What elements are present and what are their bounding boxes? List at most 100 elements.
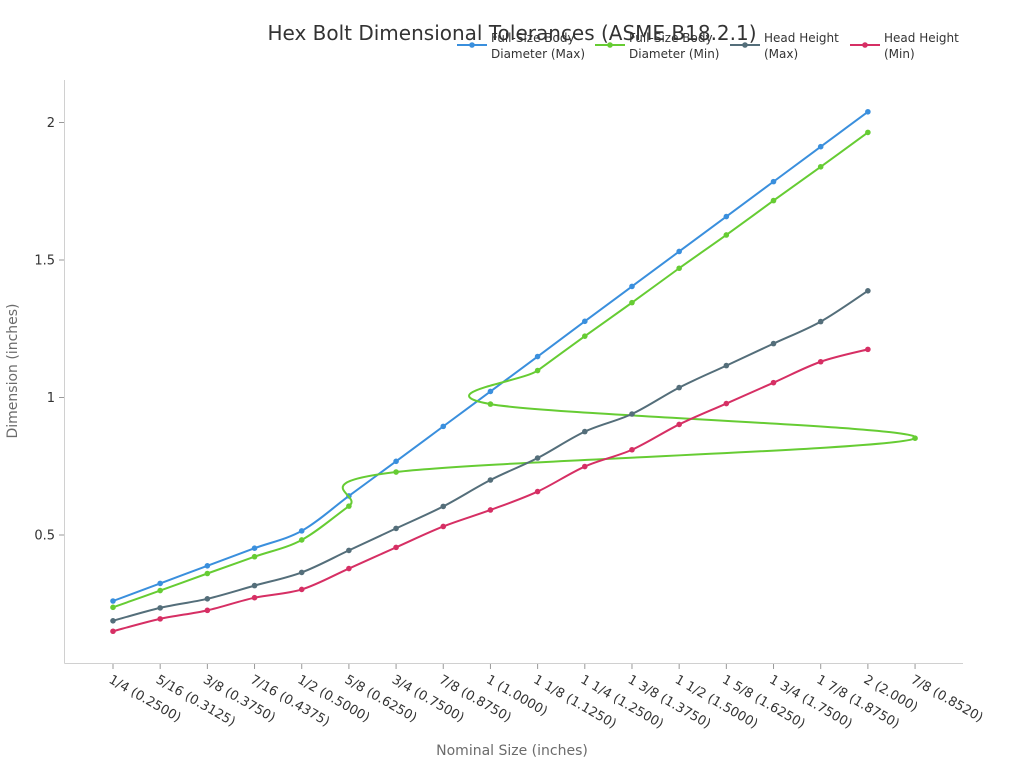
legend-marker [742,42,748,48]
data-point[interactable] [251,582,258,589]
data-point[interactable] [251,545,258,551]
data-point[interactable] [440,503,447,510]
y-tick-label: 0.5 [34,529,55,544]
data-point[interactable] [582,318,588,325]
data-point[interactable] [346,565,352,572]
data-point[interactable] [487,401,494,407]
data-point[interactable] [251,594,258,601]
x-axis-ticks: 1/4 (0.2500)5/16 (0.3125)3/8 (0.3750)7/1… [106,664,985,732]
y-axis-ticks: 0.5 1 1.5 2 [34,116,64,544]
data-point[interactable] [629,283,635,290]
x-tick-label: 7/16 (0.4375) [248,672,333,729]
data-point[interactable] [865,288,871,294]
data-point[interactable] [865,108,871,115]
series-head-height-max [110,288,871,624]
y-axis-title: Dimension (inches) [5,303,21,438]
legend-label: Head Height [884,31,959,45]
data-point[interactable] [817,163,824,170]
data-point[interactable] [157,616,163,622]
data-point[interactable] [487,388,494,395]
data-point[interactable] [534,353,541,360]
data-point[interactable] [817,358,824,365]
data-point[interactable] [110,598,116,604]
y-tick-label: 1.5 [34,254,55,269]
data-point[interactable] [393,525,399,532]
data-point[interactable] [487,477,494,483]
legend-item[interactable]: Full-Size Body Diameter (Min) [595,31,720,61]
data-point[interactable] [534,488,541,495]
legend-label: Head Height [764,31,839,45]
data-point[interactable] [346,547,352,554]
data-point[interactable] [157,605,163,611]
legend-label: (Min) [884,47,915,61]
data-point[interactable] [770,340,777,347]
data-point[interactable] [676,248,682,255]
data-point[interactable] [487,507,494,513]
data-point[interactable] [723,213,730,220]
data-point[interactable] [440,423,447,430]
data-point[interactable] [676,384,682,391]
data-point[interactable] [534,367,541,374]
legend-label: Diameter (Max) [491,47,585,61]
series-line [112,289,869,622]
data-point[interactable] [157,580,163,587]
data-point[interactable] [204,607,211,614]
data-point[interactable] [534,455,541,461]
data-point[interactable] [393,469,399,475]
data-point[interactable] [770,197,777,204]
data-point[interactable] [157,587,163,594]
x-tick-label: 5/16 (0.3125) [153,672,238,729]
chart-title: Hex Bolt Dimensional Tolerances (ASME B1… [267,21,756,45]
data-point[interactable] [582,333,588,339]
data-point[interactable] [298,528,305,534]
data-point[interactable] [393,458,399,465]
data-point[interactable] [865,346,871,353]
series-full-size-body-diameter-max [110,108,871,604]
data-point[interactable] [817,143,824,150]
data-point[interactable] [629,411,635,417]
data-point[interactable] [298,569,305,576]
y-tick-label: 1 [47,391,55,406]
legend-label: Diameter (Min) [629,47,720,61]
data-point[interactable] [440,523,447,530]
data-point[interactable] [676,421,682,428]
series-line [112,131,917,609]
data-point[interactable] [723,400,730,407]
x-axis-title: Nominal Size (inches) [436,743,588,759]
legend-label: (Max) [764,47,798,61]
data-point[interactable] [770,178,777,185]
data-point[interactable] [676,265,682,272]
data-point[interactable] [723,232,730,238]
data-point[interactable] [110,618,116,624]
data-point[interactable] [110,604,116,611]
data-point[interactable] [582,463,588,470]
data-point[interactable] [298,537,305,543]
data-point[interactable] [582,428,588,435]
legend-label: Full-Size Body [491,31,575,45]
series-line [112,110,869,602]
data-point[interactable] [912,435,918,442]
data-point[interactable] [629,299,635,306]
data-point[interactable] [629,446,635,453]
data-point[interactable] [346,503,352,509]
series-lines [110,108,918,635]
legend-item[interactable]: Full-Size Body Diameter (Max) [457,31,585,61]
legend-marker [469,42,475,48]
data-point[interactable] [865,129,871,136]
data-point[interactable] [204,563,211,569]
plot-area: 0.5 1 1.5 2 1/4 (0.2500)5/16 (0.3125)3/8 (0… [34,80,985,732]
data-point[interactable] [298,586,305,593]
data-point[interactable] [393,544,399,551]
data-point[interactable] [723,362,730,369]
data-point[interactable] [204,570,211,577]
data-point[interactable] [770,379,777,386]
legend-item[interactable]: Head Height (Max) [730,31,839,61]
legend-item[interactable]: Head Height (Min) [850,31,959,61]
legend-marker [862,42,868,48]
legend-label: Full-Size Body [629,31,713,45]
data-point[interactable] [110,628,116,635]
data-point[interactable] [251,553,258,560]
data-point[interactable] [204,596,211,602]
data-point[interactable] [817,318,824,325]
